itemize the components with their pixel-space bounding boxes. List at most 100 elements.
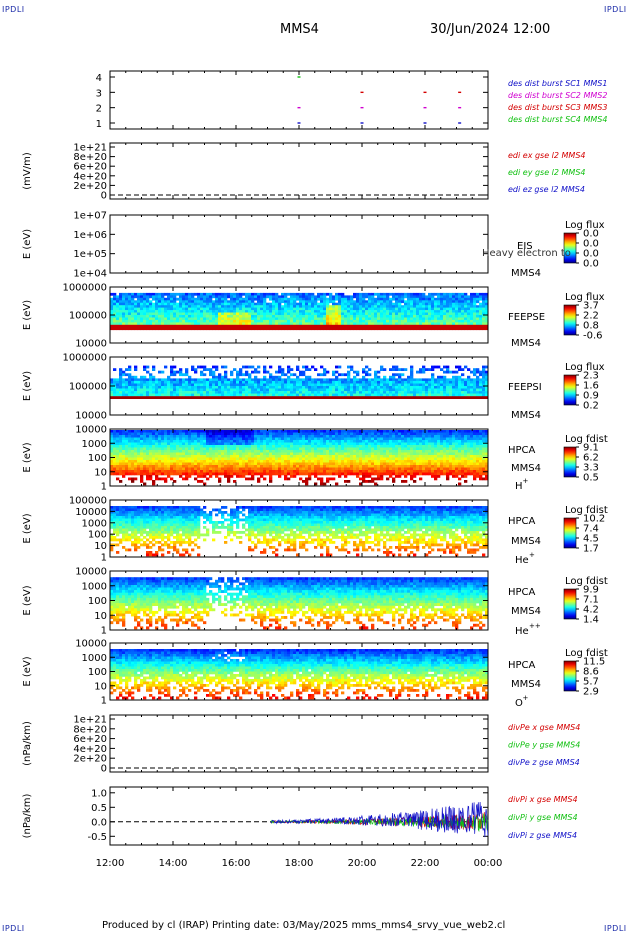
panel-frame-burst (109, 70, 489, 130)
spectrogram-cell (398, 396, 402, 399)
spectrogram-cell (320, 480, 324, 483)
spectrogram-cell (110, 435, 114, 438)
spectrogram-cell (404, 307, 408, 311)
spectrogram-cell (233, 445, 237, 448)
spectrogram-cell (473, 370, 477, 374)
spectrogram-cell (236, 388, 240, 392)
spectrogram-cell (395, 373, 399, 377)
spectrogram-cell (350, 396, 354, 399)
spectrogram-cell (191, 302, 195, 306)
spectrogram-cell (290, 435, 294, 438)
spectrogram-cell (239, 457, 243, 461)
spectrogram-cell (164, 324, 168, 328)
spectrogram-cell (125, 292, 129, 296)
spectrogram-cell (398, 317, 402, 321)
spectrogram-cell (221, 470, 225, 473)
spectrogram-cell (149, 430, 153, 433)
spectrogram-cell (467, 315, 471, 318)
spectrogram-cell (245, 312, 249, 316)
spectrogram-cell (197, 324, 201, 328)
spectrogram-cell (461, 295, 465, 299)
spectrogram-cell (329, 297, 333, 301)
spectrogram-cell (296, 391, 300, 394)
spectrogram-cell (458, 307, 462, 311)
spectrogram-cell (452, 317, 456, 321)
spectrogram-cell (401, 324, 405, 328)
spectrogram-cell (167, 432, 171, 436)
spectrogram-cell (179, 467, 183, 471)
spectrogram-cell (467, 386, 471, 389)
spectrogram-cell (152, 445, 156, 448)
spectrogram-cell (299, 447, 303, 451)
spectrogram-cell (350, 312, 354, 316)
spectrogram-cell (170, 305, 174, 308)
spectrogram-cell (254, 457, 258, 461)
spectrogram-cell (341, 322, 345, 326)
spectrogram-cell (239, 430, 243, 433)
spectrogram-cell (164, 477, 168, 481)
spectrogram-cell (122, 437, 126, 441)
spectrogram-cell (419, 324, 423, 328)
spectrogram-cell (251, 430, 255, 433)
spectrogram-cell (230, 437, 234, 441)
spectrogram-cell (119, 327, 123, 331)
spectrogram-cell (173, 302, 177, 306)
spectrogram-cell (476, 324, 480, 328)
spectrogram-cell (305, 477, 309, 481)
spectrogram-cell (299, 467, 303, 471)
spectrogram-cell (158, 460, 162, 463)
spectrogram-cell (383, 312, 387, 316)
spectrogram-cell (110, 393, 114, 397)
spectrogram-cell (296, 432, 300, 436)
spectrogram-cell (356, 307, 360, 311)
spectrogram-cell (224, 312, 228, 316)
spectrogram-cell (179, 319, 183, 323)
spectrogram-cell (233, 380, 237, 384)
spectrogram-cell (344, 297, 348, 301)
spectrogram-cell (302, 470, 306, 473)
spectrogram-cell (152, 442, 156, 446)
spectrogram-cell (410, 295, 414, 299)
spectrogram-cell (305, 375, 309, 379)
spectrogram-cell (419, 383, 423, 387)
spectrogram-cell (374, 312, 378, 316)
spectrogram-cell (170, 430, 174, 433)
spectrogram-cell (158, 447, 162, 451)
spectrogram-cell (461, 305, 465, 308)
spectrogram-cell (308, 324, 312, 328)
spectrogram-cell (254, 310, 258, 313)
spectrogram-cell (326, 312, 330, 316)
spectrogram-cell (197, 432, 201, 436)
spectrogram-cell (152, 440, 156, 443)
spectrogram-cell (407, 307, 411, 311)
spectrogram-cell (275, 297, 279, 301)
spectrogram-cell (218, 457, 222, 461)
spectrogram-cell (302, 292, 306, 296)
spectrogram-cell (242, 467, 246, 471)
spectrogram-cell (302, 386, 306, 389)
spectrogram-cell (194, 440, 198, 443)
spectrogram-cell (431, 305, 435, 308)
spectrogram-cell (260, 447, 264, 451)
spectrogram-cell (116, 472, 120, 476)
spectrogram-cell (404, 380, 408, 384)
spectrogram-cell (149, 315, 153, 318)
spectrogram-cell (245, 472, 249, 476)
spectrogram-cell (152, 319, 156, 323)
spectrogram-cell (278, 440, 282, 443)
spectrogram-cell (200, 445, 204, 448)
spectrogram-cell (461, 396, 465, 399)
spectrogram-cell (281, 312, 285, 316)
spectrogram-cell (197, 292, 201, 296)
spectrogram-cell (284, 312, 288, 316)
spectrogram-cell (473, 391, 477, 394)
spectrogram-cell (230, 378, 234, 382)
spectrogram-cell (263, 375, 267, 379)
spectrogram-cell (425, 317, 429, 321)
spectrogram-cell (317, 305, 321, 308)
spectrogram-cell (320, 447, 324, 451)
spectrogram-cell (212, 370, 216, 374)
spectrogram-cell (467, 380, 471, 384)
spectrogram-cell (329, 450, 333, 453)
spectrogram-cell (152, 465, 156, 468)
